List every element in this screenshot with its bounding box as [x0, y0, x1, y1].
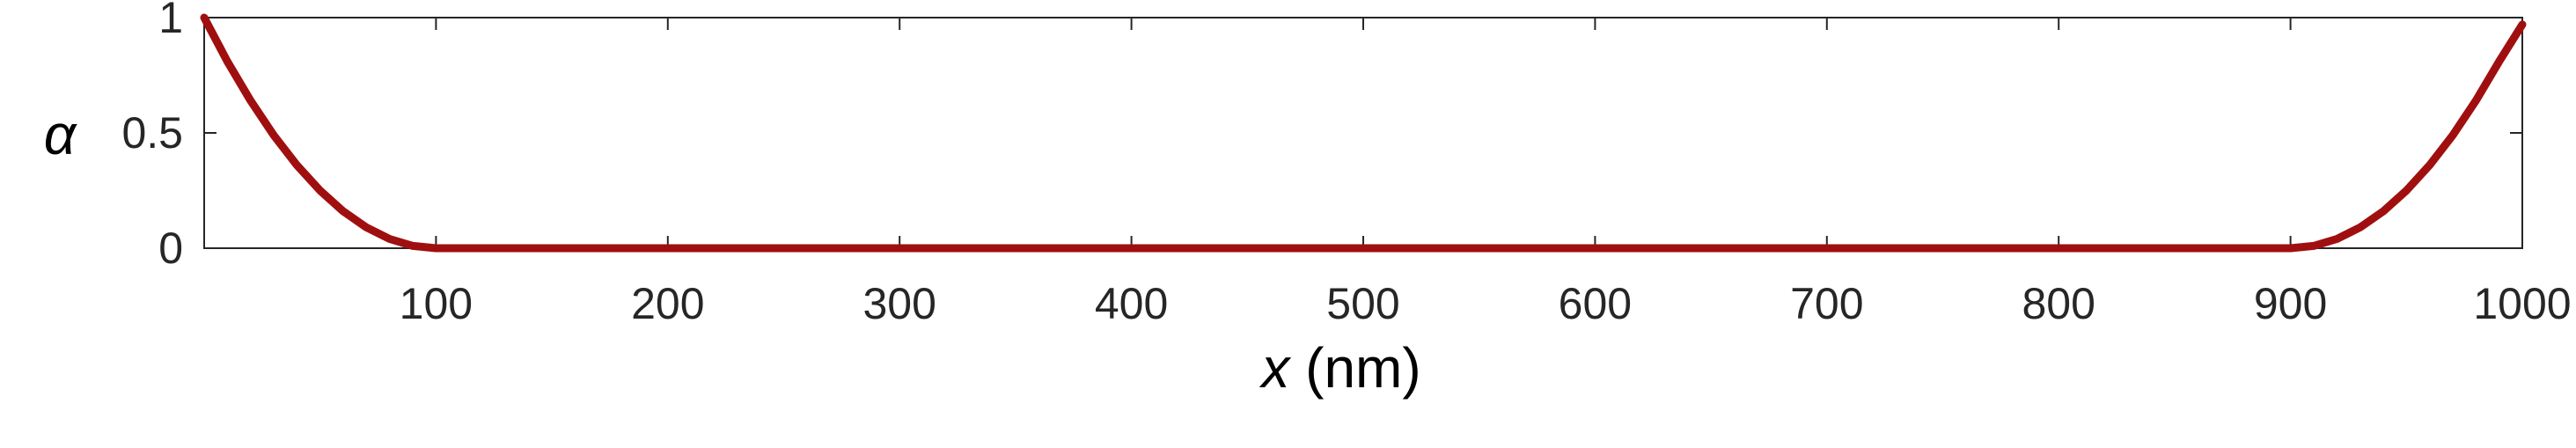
- series-layer: [200, 13, 2527, 253]
- plot-frame: [203, 17, 2523, 249]
- x-tick-label: 300: [862, 279, 936, 328]
- series-line: [200, 13, 2527, 253]
- x-tick-label: 900: [2254, 279, 2327, 328]
- x-tick-label: 500: [1326, 279, 1399, 328]
- x-tick-label: 700: [1790, 279, 1863, 328]
- y-tick-label: 1: [158, 0, 183, 42]
- y-axis-label: α: [44, 103, 77, 166]
- x-tick-label: 1000: [2473, 279, 2571, 328]
- x-tick-label: 200: [631, 279, 704, 328]
- y-tick-labels: 00.51: [121, 0, 183, 273]
- y-tick-label: 0.5: [121, 108, 183, 158]
- y-tick-label: 0: [158, 224, 183, 273]
- plot-area: [200, 13, 2527, 253]
- axis-ticks: [204, 17, 2523, 249]
- x-axis-label-variable: x: [1259, 336, 1291, 400]
- x-tick-label: 100: [400, 279, 473, 328]
- x-axis-label: x (nm): [1259, 336, 1420, 400]
- x-tick-label: 600: [1559, 279, 1632, 328]
- x-axis-label-unit: (nm): [1289, 336, 1420, 400]
- x-tick-labels: 100 200 300 400 500 600 700 800 900 1000: [400, 279, 2572, 328]
- x-tick-label: 400: [1095, 279, 1168, 328]
- x-tick-label: 800: [2022, 279, 2095, 328]
